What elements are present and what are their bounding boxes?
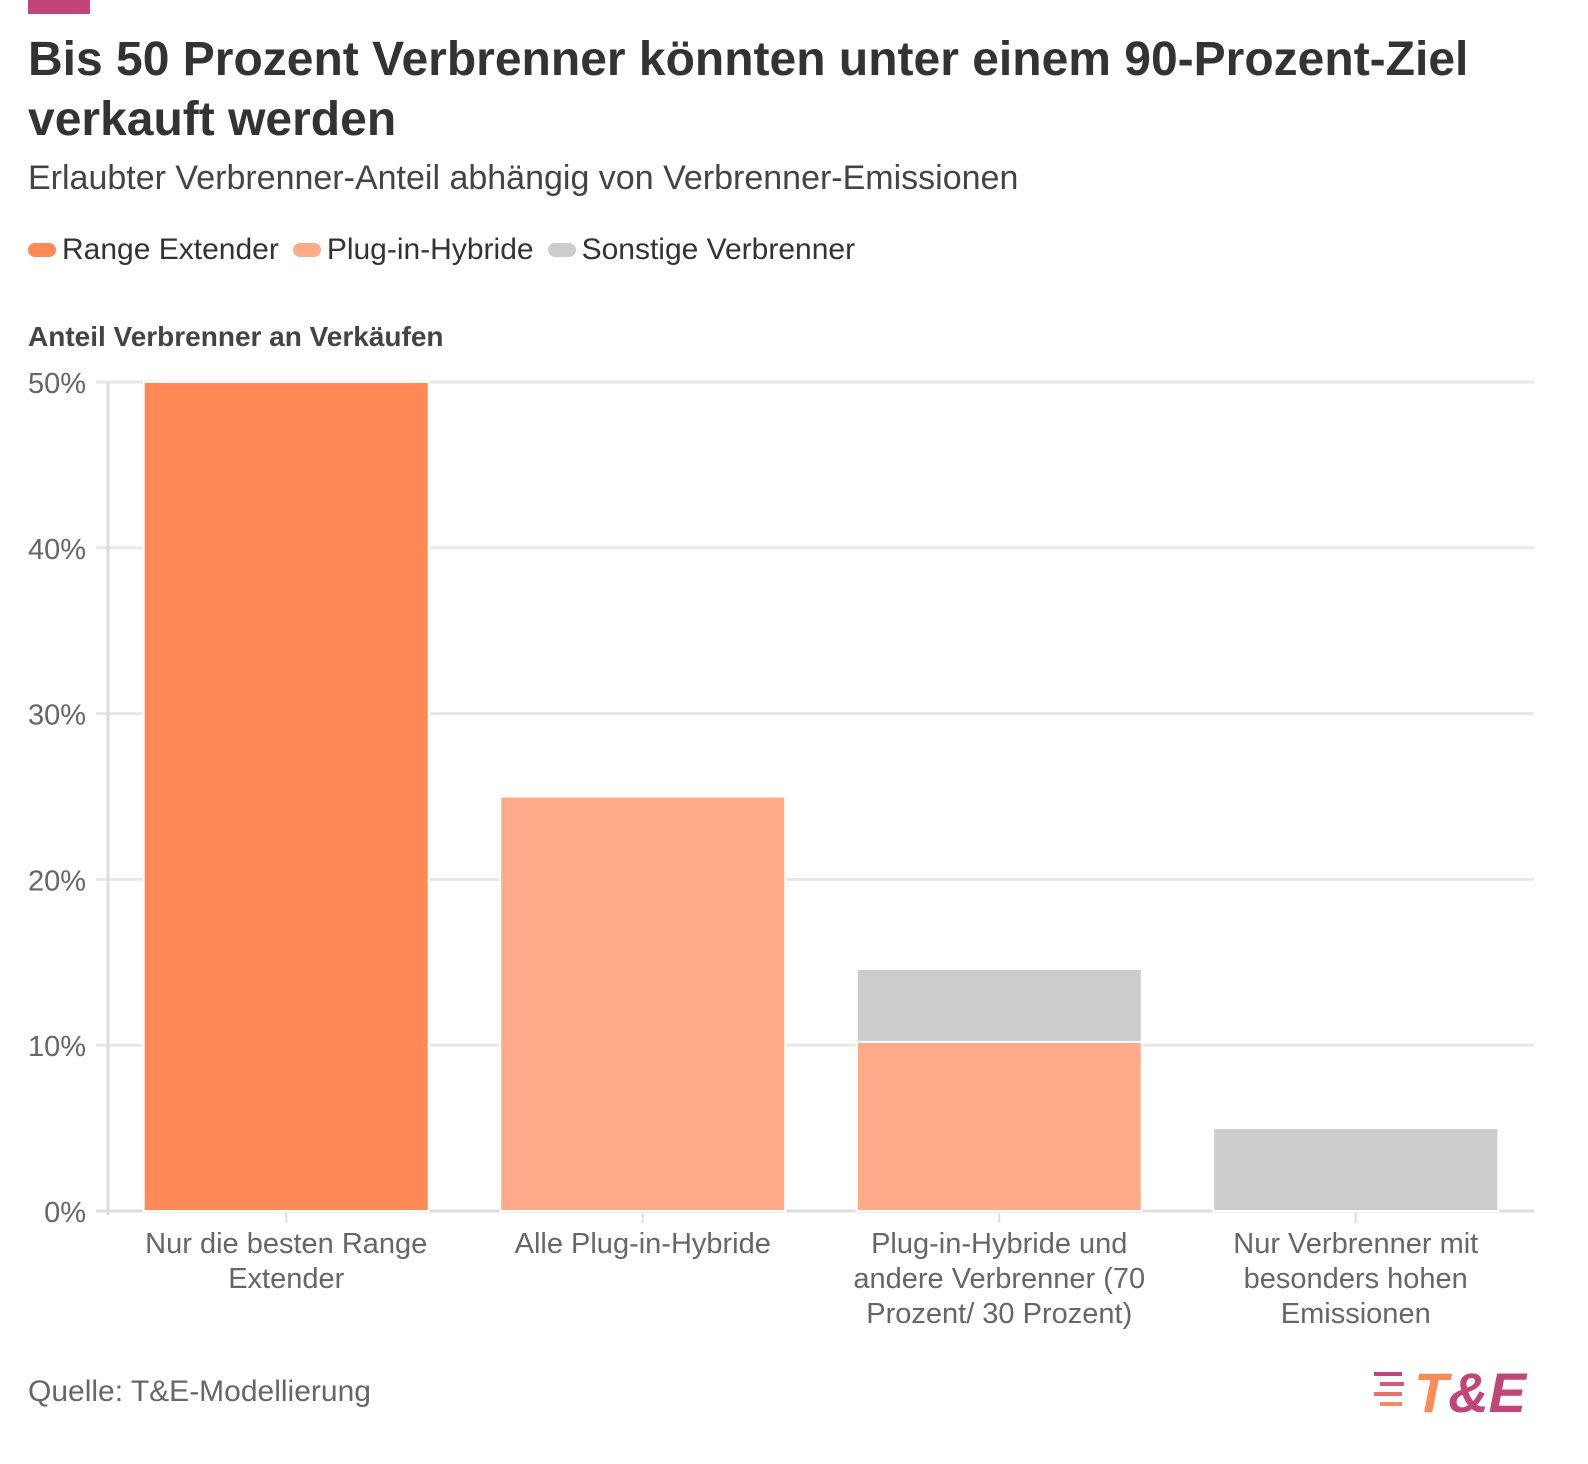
y-tick-label: 10% (28, 1031, 86, 1063)
bar-segment (142, 381, 430, 1212)
x-tick-label: Nur Verbrenner mit besonders hohen Emissio… (1233, 1228, 1478, 1330)
logo-text: T&E (1414, 1361, 1528, 1422)
y-tick-label: 50% (28, 368, 86, 400)
y-tick-label: 40% (28, 534, 86, 566)
te-logo: T&E (1374, 1361, 1528, 1422)
legend-swatch-plug-in-hybride (292, 243, 321, 257)
legend-label-sonstige-verbrenner: Sonstige Verbrenner (581, 233, 856, 266)
legend-swatch-range-extender (28, 243, 56, 257)
legend-label-plug-in-hybride: Plug-in-Hybride (326, 233, 534, 266)
chart-title: Bis 50 Prozent Verbrenner könnten unter … (28, 33, 1469, 146)
bar-segment (855, 967, 1143, 1043)
x-tick-label: Plug-in-Hybride und andere Verbrenner (70… (853, 1228, 1145, 1330)
y-tick-label: 0% (44, 1197, 86, 1229)
x-tick-label: Alle Plug-in-Hybride (515, 1228, 771, 1260)
bar-segment (855, 1040, 1143, 1213)
accent-bar (28, 0, 90, 14)
legend-item-plug-in-hybride: Plug-in-Hybride (292, 232, 534, 268)
y-axis-title: Anteil Verbrenner an Verkäufen (28, 321, 444, 352)
chart-subtitle: Erlaubter Verbrenner-Anteil abhängig von… (28, 159, 1019, 197)
bar-segment (499, 795, 787, 1212)
legend-label-range-extender: Range Extender (62, 233, 279, 266)
legend-item-range-extender: Range Extender (28, 232, 279, 268)
source-note: Quelle: T&E-Modellierung (28, 1375, 371, 1408)
x-tick-label: Nur die besten Range Extender (145, 1228, 427, 1295)
legend: Range Extender Plug-in-Hybride Sonstige … (28, 232, 869, 268)
y-tick-label: 20% (28, 865, 86, 897)
y-tick-label: 30% (28, 700, 86, 732)
legend-swatch-sonstige-verbrenner (547, 243, 576, 257)
logo-stripes-icon (1374, 1372, 1404, 1406)
bar-segment (1212, 1127, 1500, 1212)
legend-item-sonstige-verbrenner: Sonstige Verbrenner (547, 232, 856, 268)
